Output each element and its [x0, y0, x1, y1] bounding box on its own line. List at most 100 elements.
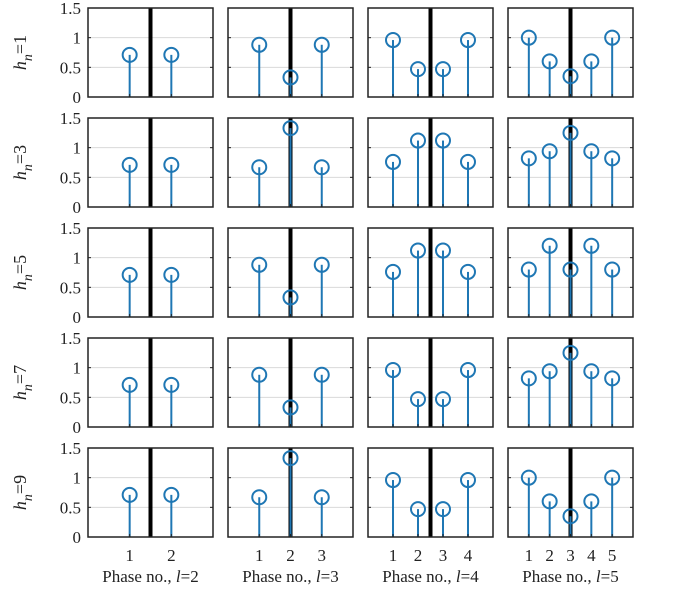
row-1-col-2-marker-2	[282, 69, 299, 86]
col-4-xtick-1: 1	[525, 546, 534, 565]
row-4-col-3-marker-2	[410, 391, 426, 408]
row-3-col-2-marker-1	[251, 256, 268, 273]
col-4-xlabel: Phase no., l=5	[522, 567, 619, 586]
row-2-col-3-marker-3	[435, 132, 451, 149]
row-1-col-1-marker-2	[163, 46, 180, 63]
row-3-col-4-marker-2	[541, 237, 558, 254]
row-2-col-3-frame	[367, 117, 494, 208]
row-5-col-3-marker-2	[410, 501, 426, 518]
row-4-col-1-marker-2	[163, 376, 180, 393]
row-1-col-4-marker-3	[562, 68, 579, 85]
row-1-col-3-marker-3	[435, 61, 451, 78]
row-1-ytick-1.5: 1.5	[60, 0, 81, 18]
col-4-xtick-3: 3	[566, 546, 575, 565]
row-3-col-4-frame	[507, 227, 634, 318]
row-2-col-4-marker-3	[562, 124, 579, 141]
row-5-ytick-1.5: 1.5	[60, 439, 81, 458]
row-4-col-4-marker-1	[520, 370, 537, 387]
row-5-col-1-marker-1	[121, 486, 138, 503]
row-2-col-3-marker-1	[385, 153, 401, 170]
row-3-col-4-marker-5	[604, 261, 621, 278]
row-5-ylabel: hn=9	[10, 475, 36, 510]
row-2-ytick-1: 1	[73, 139, 82, 158]
row-4-ylabel: hn=7	[10, 365, 36, 400]
row-2-col-4-marker-1	[520, 150, 537, 167]
row-2-ytick-0.5: 0.5	[60, 168, 81, 187]
row-3-ytick-1.5: 1.5	[60, 219, 81, 238]
row-1-ytick-0: 0	[73, 88, 82, 107]
row-5-col-4-marker-5	[604, 469, 621, 486]
row-2-ytick-0: 0	[73, 198, 82, 217]
row-3-col-3-frame	[367, 227, 494, 318]
row-3-col-4-marker-4	[583, 237, 600, 254]
row-1-col-4-marker-5	[604, 29, 621, 46]
col-1-xlabel: Phase no., l=2	[102, 567, 199, 586]
row-2-col-1-frame	[87, 117, 214, 208]
row-5-col-1-marker-2	[163, 486, 180, 503]
row-2-col-4-frame	[507, 117, 634, 208]
row-4-col-3-marker-4	[460, 362, 476, 379]
row-2-col-4-marker-2	[541, 143, 558, 160]
row-1-col-2-frame	[227, 7, 354, 98]
row-2-col-4-marker-4	[583, 143, 600, 160]
row-4-col-2-marker-1	[251, 366, 268, 383]
row-3-col-2-marker-2	[282, 289, 299, 306]
row-1-col-4-frame	[507, 7, 634, 98]
col-3-xtick-4: 4	[464, 546, 473, 565]
row-4-col-3-marker-1	[385, 362, 401, 379]
row-4-ytick-1: 1	[73, 359, 82, 378]
row-1-ytick-0.5: 0.5	[60, 58, 81, 77]
row-2-col-1-marker-2	[163, 156, 180, 173]
row-1-col-2-marker-3	[313, 36, 330, 53]
row-1-col-3-frame	[367, 7, 494, 98]
row-1-ytick-1: 1	[73, 29, 82, 48]
row-3-col-1-marker-1	[121, 266, 138, 283]
row-2-col-3-marker-4	[460, 153, 476, 170]
row-4-ytick-0.5: 0.5	[60, 388, 81, 407]
row-2-col-4-marker-5	[604, 150, 621, 167]
row-3-ytick-0.5: 0.5	[60, 278, 81, 297]
row-5-col-3-frame	[367, 447, 494, 538]
row-2-col-2-frame	[227, 117, 354, 208]
row-4-col-3-marker-3	[435, 391, 451, 408]
col-3-xtick-1: 1	[389, 546, 398, 565]
row-3-col-1-marker-2	[163, 266, 180, 283]
row-4-col-2-marker-3	[313, 366, 330, 383]
row-4-col-4-marker-3	[562, 344, 579, 361]
col-3-xlabel: Phase no., l=4	[382, 567, 479, 586]
row-5-ytick-1: 1	[73, 469, 82, 488]
row-5-col-2-marker-2	[282, 450, 299, 467]
row-1-col-4-marker-1	[520, 29, 537, 46]
col-3-xtick-3: 3	[439, 546, 448, 565]
row-5-col-3-marker-1	[385, 472, 401, 489]
col-2-xtick-3: 3	[318, 546, 327, 565]
row-4-col-1-marker-1	[121, 376, 138, 393]
row-2-ytick-1.5: 1.5	[60, 109, 81, 128]
row-2-col-3-marker-2	[410, 132, 426, 149]
row-5-col-4-marker-1	[520, 469, 537, 486]
row-1-col-4-marker-2	[541, 53, 558, 70]
row-4-col-2-marker-2	[282, 399, 299, 416]
row-4-col-2-frame	[227, 337, 354, 428]
row-4-ytick-1.5: 1.5	[60, 329, 81, 348]
col-1-xtick-2: 2	[167, 546, 176, 565]
row-5-ytick-0: 0	[73, 528, 82, 547]
row-3-ytick-1: 1	[73, 249, 82, 268]
row-5-col-4-marker-3	[562, 508, 579, 525]
row-3-col-2-frame	[227, 227, 354, 318]
row-3-col-1-frame	[87, 227, 214, 318]
row-3-col-4-marker-3	[562, 261, 579, 278]
row-5-ytick-0.5: 0.5	[60, 498, 81, 517]
row-2-col-2-marker-3	[313, 159, 330, 176]
col-1-xtick-1: 1	[125, 546, 134, 565]
row-1-col-3-marker-1	[385, 32, 401, 49]
col-2-xtick-1: 1	[255, 546, 264, 565]
row-4-col-4-marker-4	[583, 363, 600, 380]
row-4-col-3-frame	[367, 337, 494, 428]
row-3-ytick-0: 0	[73, 308, 82, 327]
row-1-col-1-frame	[87, 7, 214, 98]
row-3-col-3-marker-1	[385, 263, 401, 280]
row-3-ylabel: hn=5	[10, 255, 36, 290]
col-2-xlabel: Phase no., l=3	[242, 567, 339, 586]
col-2-xtick-2: 2	[286, 546, 295, 565]
